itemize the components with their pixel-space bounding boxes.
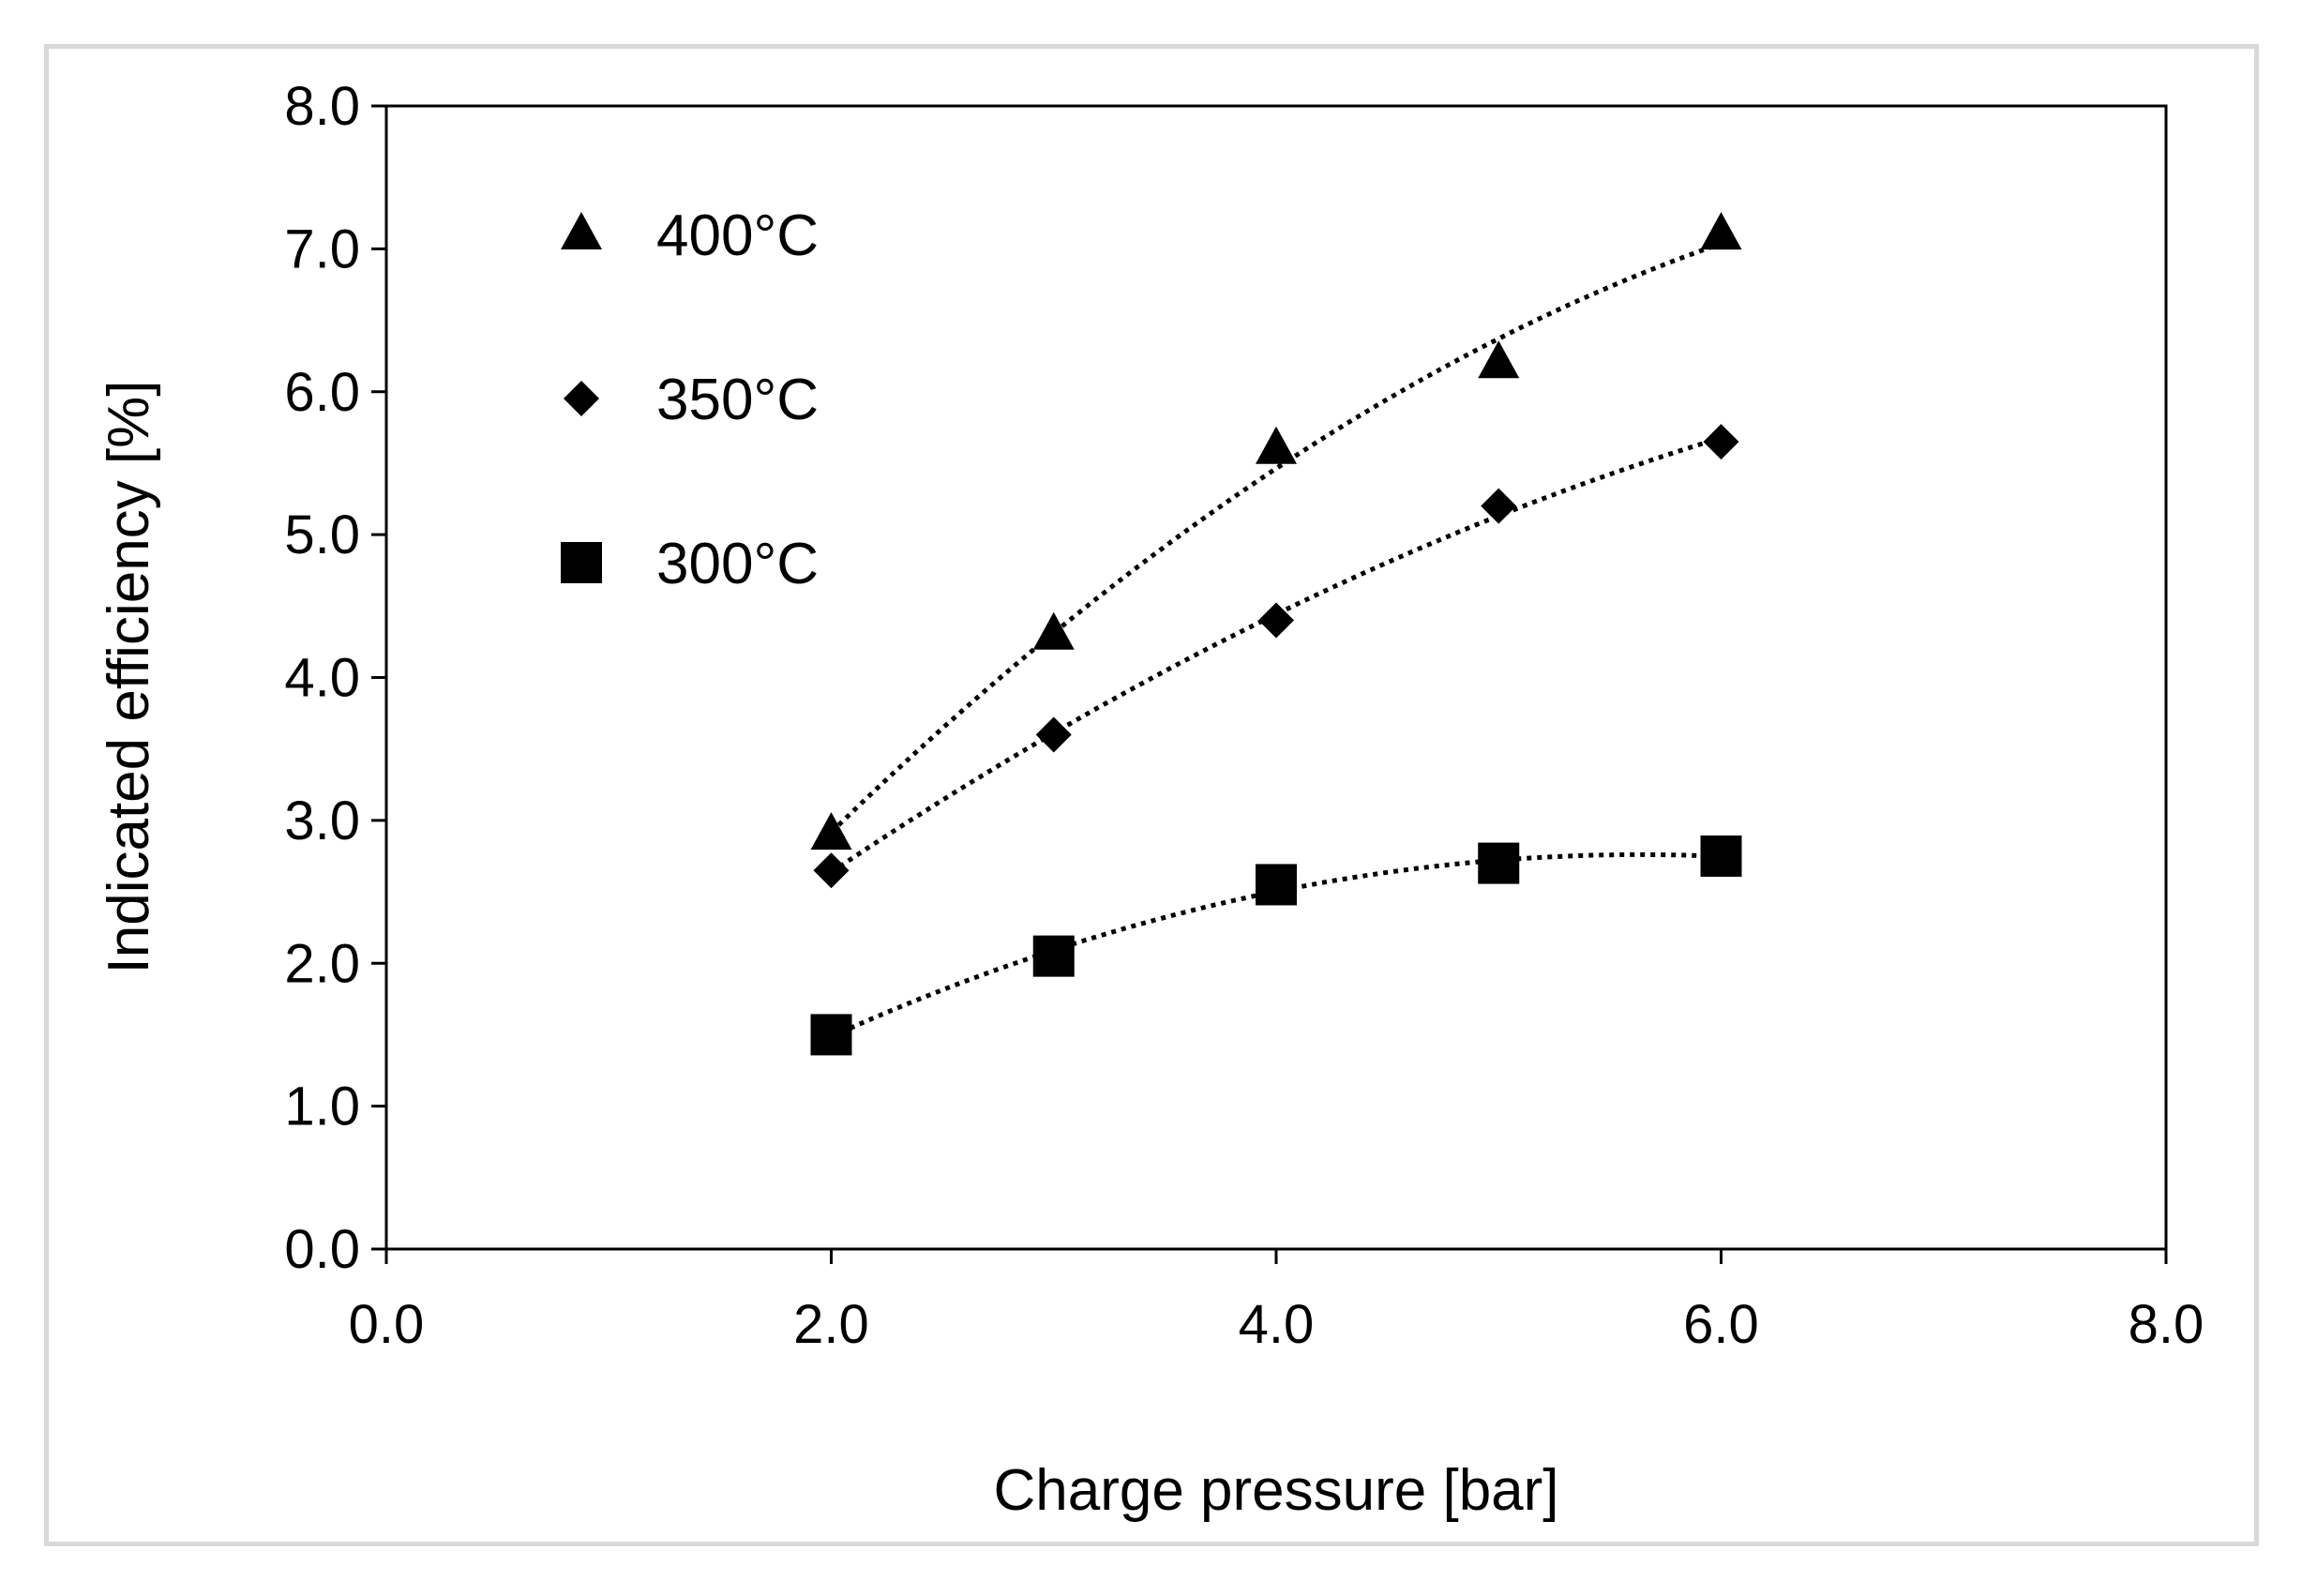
chart-frame [44, 44, 2259, 1546]
legend-marker-triangle [561, 212, 602, 249]
y-tick-label: 2.0 [284, 933, 360, 994]
x-tick-label: 2.0 [793, 1294, 869, 1355]
y-axis-title: Indicated efficiency [%] [97, 381, 161, 974]
x-tick-label: 6.0 [1683, 1294, 1759, 1355]
data-point-triangle [1032, 611, 1075, 650]
data-point-diamond [1703, 424, 1739, 460]
plot-area [384, 104, 2168, 1251]
data-point-diamond [1258, 602, 1294, 639]
data-point-diamond [1481, 488, 1517, 524]
data-point-triangle [1700, 212, 1742, 250]
data-point-triangle [1256, 426, 1297, 464]
data-point-triangle [810, 812, 852, 851]
data-point-square [810, 1014, 852, 1056]
data-point-square [1032, 935, 1075, 977]
data-point-square [1256, 864, 1297, 906]
trendline-series-0 [829, 241, 1723, 835]
x-axis-title: Charge pressure [bar] [993, 1458, 1558, 1523]
x-tick-label: 0.0 [349, 1294, 425, 1355]
data-point-triangle [1478, 340, 1520, 379]
y-tick-label: 3.0 [284, 790, 360, 851]
data-point-diamond [1035, 716, 1072, 753]
x-tick-label: 8.0 [2129, 1294, 2204, 1355]
y-tick-label: 7.0 [284, 218, 360, 279]
legend-label: 350°C [656, 368, 819, 432]
data-point-square [1700, 835, 1742, 877]
y-tick-label: 6.0 [284, 362, 360, 423]
y-tick-label: 0.0 [284, 1219, 360, 1280]
y-tick-label: 5.0 [284, 504, 360, 565]
y-tick-label: 4.0 [284, 648, 360, 709]
x-tick-label: 4.0 [1239, 1294, 1315, 1355]
trendline-series-1 [830, 435, 1723, 875]
data-point-square [1478, 842, 1520, 884]
data-point-diamond [813, 852, 850, 889]
y-tick-label: 1.0 [284, 1077, 360, 1137]
legend-marker-square [561, 542, 602, 583]
y-tick-label: 8.0 [284, 76, 360, 137]
legend-label: 400°C [656, 203, 819, 268]
legend-label: 300°C [656, 532, 819, 596]
legend-marker-diamond [564, 381, 599, 416]
